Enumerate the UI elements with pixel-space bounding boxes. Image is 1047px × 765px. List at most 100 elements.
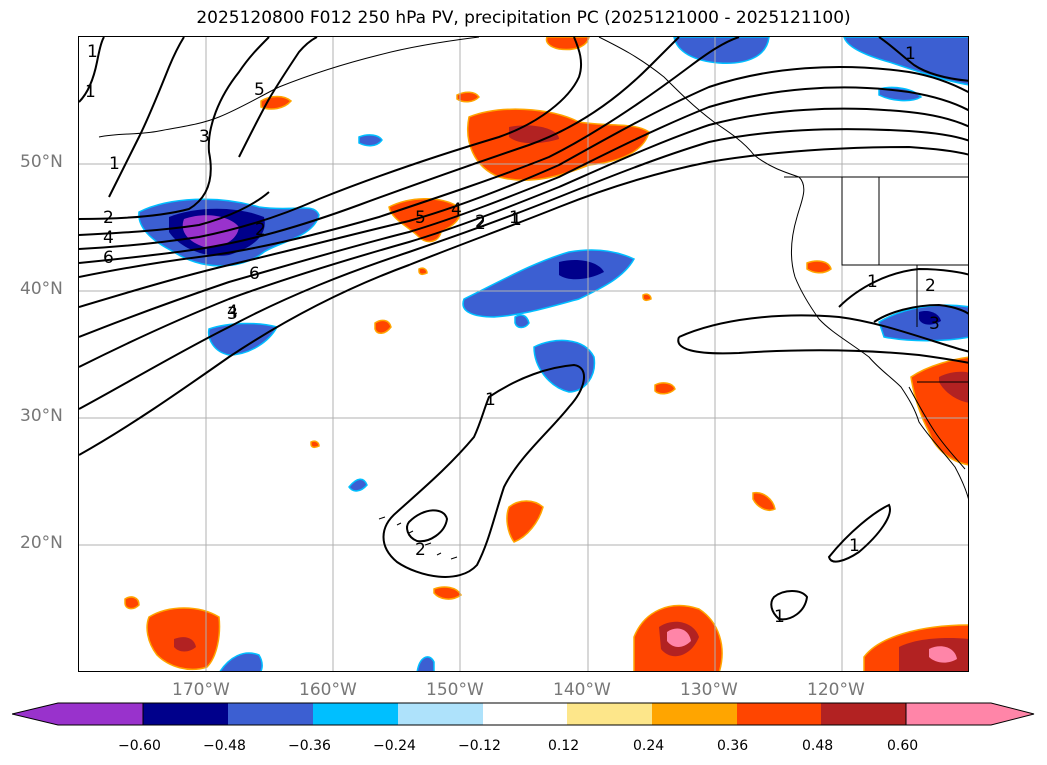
map-title: 2025120800 F012 250 hPa PV, precipitatio… [196,8,851,28]
contour-label: 1 [511,210,522,230]
colorbar-tick-label: −0.36 [288,738,331,754]
pos-area-small-4 [654,382,676,395]
pv-contour-14 [406,509,449,543]
colorbar-tick-label: 0.12 [548,738,580,754]
colorbar-extend-left [12,702,144,726]
pv-contour-8 [79,37,583,250]
lon-label: 170°W [172,680,230,700]
colorbar-segment [143,703,228,725]
colorbar-tick-label: −0.12 [458,738,501,754]
colorbar-tick-label: −0.48 [203,738,246,754]
pv-contour-17 [838,267,968,308]
lon-label: 130°W [680,680,738,700]
neg-area-small-2 [358,134,383,147]
colorbar-segment [821,703,906,725]
pos-area-tiny-3 [310,440,320,449]
pv-contour-20 [770,590,809,621]
lon-label: 160°W [299,680,357,700]
negative-precip-areas [138,37,968,671]
contour-label: 5 [415,208,426,228]
contour-label: 2 [103,208,114,228]
contour-label: 1 [485,390,496,410]
neg-area-tiny [348,478,368,492]
pv-contour-10 [79,37,270,220]
contour-label: 3 [227,304,238,324]
lon-label: 150°W [426,680,484,700]
pos-area-small-2 [456,91,480,103]
neg-area-ne-1 [673,37,770,64]
alaska-aleutian-coast [98,37,480,138]
neg-area-small-1 [207,322,279,356]
pos-area-north [467,108,650,181]
pos-area-small-7 [752,491,776,511]
colorbar-tick-label: 0.36 [717,738,749,754]
colorbar-segment [737,703,821,725]
neg-area-east-core [919,311,941,325]
lon-label: 140°W [553,680,611,700]
contour-label: 1 [867,272,878,292]
colorbar-tick-label: 0.24 [633,738,665,754]
colorbar-segment [228,703,313,725]
contour-label: 2 [415,540,426,560]
lat-label: 40°N [20,279,63,299]
neg-area-bottom-2 [416,656,435,671]
pv-contour-5 [79,66,968,308]
colorbar-segment [652,703,737,725]
neg-area-bottom [219,652,263,671]
pv-contour-16 [677,336,968,364]
pos-area-sw-core [174,637,196,652]
alaska-coast [598,37,800,178]
colorbar-tick-label: 0.48 [802,738,834,754]
colorbar-segment [398,703,483,725]
pos-area-small-5 [806,260,832,274]
pv-contour-15 [678,314,968,353]
colorbar-outline [142,702,907,726]
baja-coast [908,386,966,470]
pv-contour-11 [108,37,185,198]
pv-contour-13 [382,363,585,578]
pv-contour-7 [79,37,680,264]
map-panel[interactable]: 1 2 3 4 5 6 1 2 1 2 1 1 1 2 1 3 2 4 6 5 … [78,36,969,672]
pv-contour-3 [79,107,968,368]
pv-contour-4 [79,86,968,338]
pos-area-small-6 [506,500,544,543]
map-canvas: 1 2 3 4 5 6 1 2 1 2 1 1 1 2 1 3 2 4 6 5 … [79,37,968,671]
neg-area-ne-3 [878,86,923,102]
contour-label: 3 [929,314,940,334]
north-america-coast [790,176,968,500]
contour-label: 4 [227,302,238,322]
contour-label: 6 [249,264,260,284]
neg-area-ne-2 [843,37,968,86]
pos-area-se-1-peak [667,628,691,647]
lat-label: 50°N [20,152,63,172]
pv-contour-9 [79,191,270,236]
lat-label: 30°N [20,406,63,426]
contour-label: 2 [255,220,266,240]
pos-area-top [545,37,590,51]
contour-label: 3 [199,127,210,147]
pv-contour-19 [827,503,891,563]
contour-label: 1 [509,208,520,228]
contour-label: 2 [925,276,936,296]
gridlines [79,37,968,671]
contour-label: 1 [849,536,860,556]
contour-label: 5 [254,80,265,100]
colorbar-segment [313,703,398,725]
contour-labels: 1 2 3 4 5 6 1 2 1 2 1 1 1 2 1 3 2 4 6 5 … [85,42,940,627]
hawaii-islands [378,516,458,560]
pos-area-se-2-peak [929,646,957,663]
pos-area-small-3 [374,319,392,334]
contour-label: 4 [451,200,462,220]
pv-contour-12 [238,37,318,158]
colorbar-tick-label: −0.60 [118,738,161,754]
pv-contour-22 [878,37,968,82]
contour-label: 1 [85,82,96,102]
contour-label: 6 [103,248,114,268]
contour-label: 1 [774,607,785,627]
contour-label: 2 [475,212,486,232]
colorbar-tick-label: −0.24 [373,738,416,754]
lon-label: 120°W [807,680,865,700]
state-border-1 [841,177,968,266]
pos-area-east-coast-core [939,371,968,403]
contour-label: 1 [905,44,916,64]
